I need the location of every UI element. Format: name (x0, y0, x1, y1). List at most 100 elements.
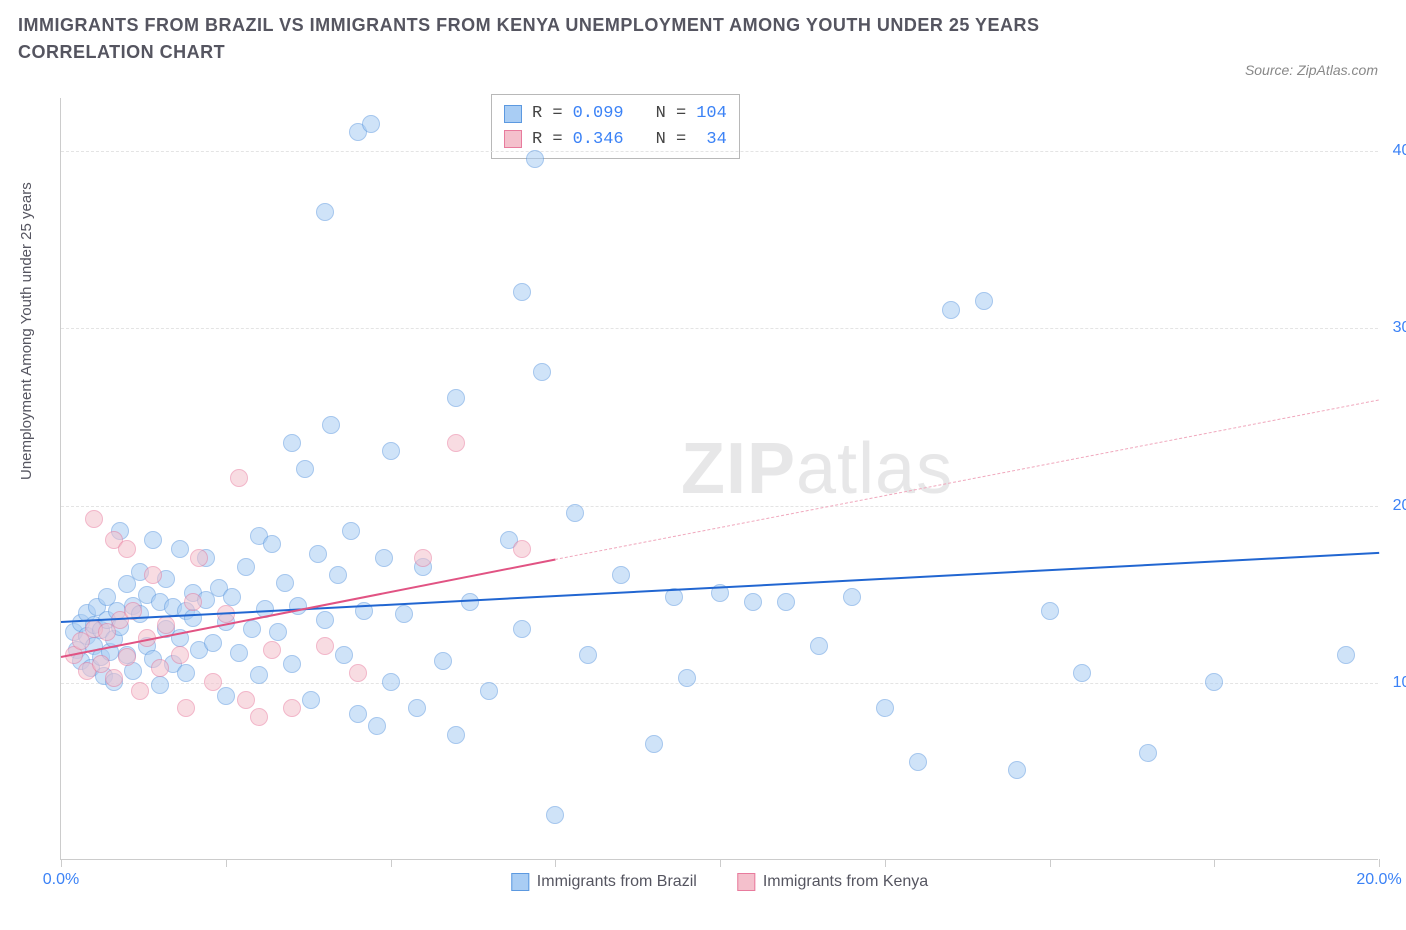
legend-label: Immigrants from Kenya (763, 873, 928, 891)
stat-legend-row: R = 0.099 N = 104 (504, 101, 727, 127)
scatter-point (368, 717, 386, 735)
scatter-point (118, 540, 136, 558)
scatter-point (230, 469, 248, 487)
scatter-point (316, 611, 334, 629)
trend-line (61, 552, 1379, 623)
scatter-point (395, 605, 413, 623)
scatter-point (810, 637, 828, 655)
legend-label: Immigrants from Brazil (537, 873, 697, 891)
scatter-point (533, 363, 551, 381)
scatter-point (92, 655, 110, 673)
scatter-point (302, 691, 320, 709)
scatter-point (382, 673, 400, 691)
scatter-point (408, 699, 426, 717)
gridline (61, 506, 1378, 507)
scatter-point (513, 620, 531, 638)
x-tick (1050, 859, 1051, 867)
scatter-point (434, 652, 452, 670)
series-legend: Immigrants from Brazil Immigrants from Ke… (511, 873, 928, 891)
gridline (61, 151, 1378, 152)
scatter-point (777, 593, 795, 611)
scatter-point (263, 641, 281, 659)
r-value: 0.346 (573, 127, 624, 153)
scatter-point (975, 292, 993, 310)
scatter-point (177, 699, 195, 717)
scatter-point (85, 510, 103, 528)
scatter-point (184, 593, 202, 611)
scatter-point (342, 522, 360, 540)
y-tick-label: 40.0% (1383, 142, 1406, 160)
plot-area: ZIPatlas R =0.099N =104R =0.346N = 34 Im… (60, 98, 1378, 860)
x-tick-label: 0.0% (43, 871, 79, 889)
stat-legend: R = 0.099 N = 104R = 0.346 N = 34 (491, 94, 740, 159)
scatter-point (480, 682, 498, 700)
scatter-point (177, 664, 195, 682)
y-tick-label: 30.0% (1383, 319, 1406, 337)
scatter-point (645, 735, 663, 753)
scatter-point (223, 588, 241, 606)
n-label: N = (656, 101, 687, 127)
scatter-point (513, 283, 531, 301)
scatter-point (316, 637, 334, 655)
r-value: 0.099 (573, 101, 624, 127)
scatter-point (237, 558, 255, 576)
scatter-point (447, 434, 465, 452)
scatter-point (157, 616, 175, 634)
scatter-point (243, 620, 261, 638)
y-axis-label: Unemployment Among Youth under 25 years (18, 182, 35, 480)
legend-swatch (504, 130, 522, 148)
source-attribution: Source: ZipAtlas.com (1245, 62, 1378, 78)
gridline (61, 328, 1378, 329)
scatter-point (513, 540, 531, 558)
scatter-point (876, 699, 894, 717)
x-tick (555, 859, 556, 867)
x-tick (720, 859, 721, 867)
scatter-point (151, 676, 169, 694)
scatter-point (171, 646, 189, 664)
scatter-point (447, 726, 465, 744)
n-value: 34 (696, 127, 727, 153)
scatter-point (237, 691, 255, 709)
scatter-point (105, 669, 123, 687)
scatter-point (309, 545, 327, 563)
legend-item: Immigrants from Brazil (511, 873, 697, 891)
scatter-point (335, 646, 353, 664)
x-tick-label: 20.0% (1356, 871, 1401, 889)
scatter-point (250, 708, 268, 726)
scatter-point (316, 203, 334, 221)
scatter-point (204, 634, 222, 652)
watermark: ZIPatlas (681, 428, 953, 510)
n-label: N = (656, 127, 687, 153)
scatter-point (250, 666, 268, 684)
scatter-point (190, 549, 208, 567)
scatter-point (230, 644, 248, 662)
scatter-point (118, 648, 136, 666)
scatter-point (579, 646, 597, 664)
n-value: 104 (696, 101, 727, 127)
x-tick (61, 859, 62, 867)
scatter-point (1139, 744, 1157, 762)
legend-swatch (737, 873, 755, 891)
scatter-point (276, 574, 294, 592)
scatter-point (322, 416, 340, 434)
scatter-point (144, 531, 162, 549)
scatter-point (461, 593, 479, 611)
scatter-point (296, 460, 314, 478)
scatter-point (204, 673, 222, 691)
scatter-point (283, 655, 301, 673)
legend-swatch (504, 105, 522, 123)
scatter-point (382, 442, 400, 460)
scatter-point (526, 150, 544, 168)
scatter-point (283, 434, 301, 452)
scatter-point (131, 682, 149, 700)
scatter-point (546, 806, 564, 824)
scatter-point (1337, 646, 1355, 664)
r-label: R = (532, 101, 563, 127)
scatter-point (1041, 602, 1059, 620)
scatter-point (1205, 673, 1223, 691)
scatter-point (1073, 664, 1091, 682)
scatter-point (744, 593, 762, 611)
y-tick-label: 20.0% (1383, 497, 1406, 515)
scatter-point (362, 115, 380, 133)
x-tick (391, 859, 392, 867)
